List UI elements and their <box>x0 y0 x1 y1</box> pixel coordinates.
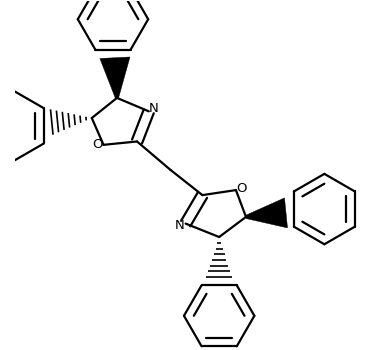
Text: O: O <box>237 182 247 195</box>
Polygon shape <box>100 57 130 98</box>
Text: N: N <box>149 102 159 115</box>
Text: N: N <box>175 219 184 232</box>
Polygon shape <box>246 198 288 228</box>
Text: O: O <box>92 138 103 150</box>
